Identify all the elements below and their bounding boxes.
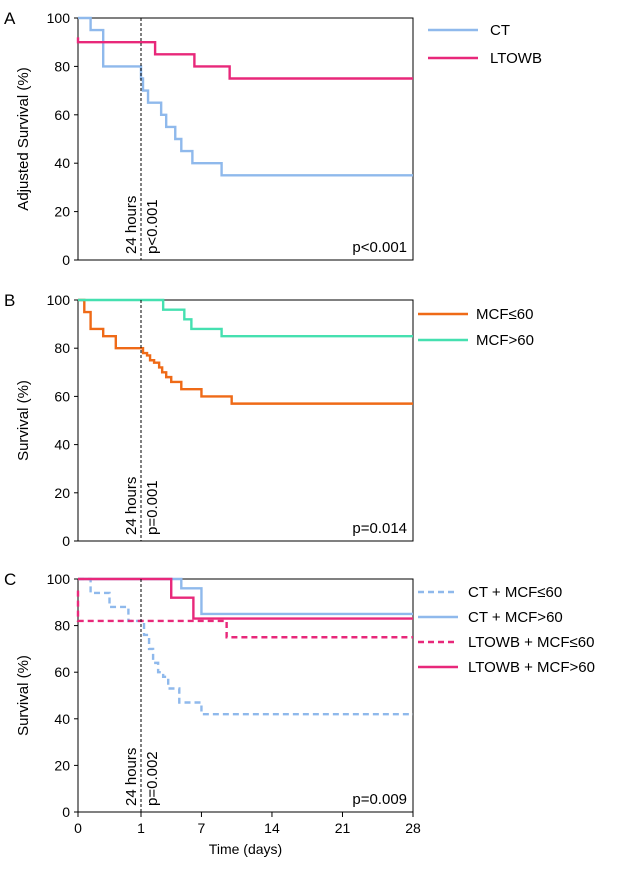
y-tick-label: 0 [62,252,70,268]
legend-entry: LTOWB [490,50,542,67]
y-tick-label: 20 [54,485,70,501]
y-axis-label: Adjusted Survival (%) [15,67,32,210]
overall-pvalue: p=0.014 [352,520,407,537]
y-tick-label: 80 [54,58,70,74]
series-line-0 [78,577,413,716]
legend-entry: LTOWB + MCF>60 [468,659,595,676]
y-tick-label: 80 [54,340,70,356]
x-tick-label: 28 [405,820,421,836]
overall-pvalue: p<0.001 [352,239,407,256]
y-axis-label: Survival (%) [15,380,32,461]
legend-entry: LTOWB + MCF≤60 [468,634,594,651]
plot-frame [77,17,414,261]
y-axis-label: Survival (%) [15,655,32,736]
reference-line-label: 24 hours [123,748,140,806]
panel-letter: B [4,291,15,310]
series-line-0 [78,16,413,177]
y-tick-label: 20 [54,757,70,773]
y-tick-label: 0 [62,804,70,820]
x-tick-label: 14 [264,820,280,836]
series-line-1 [76,37,413,80]
y-tick-label: 100 [47,10,71,26]
x-tick-label: 0 [74,820,82,836]
legend: CT LTOWB [428,22,542,67]
x-tick-label: 21 [335,820,351,836]
y-tick-label: 0 [62,533,70,549]
y-tick-label: 60 [54,664,70,680]
reference-line-label: 24 hours [123,477,140,535]
plot-frame [77,299,414,542]
y-tick-label: 40 [54,711,70,727]
x-tick-label: 1 [137,820,145,836]
legend-entry: MCF≤60 [476,306,533,323]
series-line-2 [76,590,413,639]
legend-entry: MCF>60 [476,332,534,349]
legend-entry: CT + MCF>60 [468,609,563,626]
series-line-3 [78,577,413,620]
series-line-0 [78,298,413,405]
y-tick-label: 20 [54,204,70,220]
y-tick-label: 40 [54,155,70,171]
x-axis-label: Time (days) [209,841,282,857]
y-tick-label: 100 [47,571,71,587]
y-tick-label: 80 [54,618,70,634]
plot-frame [77,578,414,813]
series-line-1 [78,298,413,338]
legend: MCF≤60 MCF>60 [418,306,534,349]
reference-pvalue: p=0.002 [144,751,161,806]
panel-b: B 0 20 40 60 80 100 Survival (%) 24 hours p=0.001… [4,291,534,549]
legend-entry: CT [490,22,510,39]
y-tick-label: 40 [54,437,70,453]
panel-letter: A [4,9,16,28]
overall-pvalue: p=0.009 [352,791,407,808]
reference-pvalue: p<0.001 [144,199,161,254]
reference-line-label: 24 hours [123,196,140,254]
y-tick-label: 100 [47,292,71,308]
panel-c: C 0 20 40 60 80 100 Survival (%) 0 1 7 14 21 28 Time (… [4,570,595,857]
y-tick-label: 60 [54,388,70,404]
x-tick-label: 7 [198,820,206,836]
y-tick-label: 60 [54,107,70,123]
panel-letter: C [4,570,16,589]
legend-entry: CT + MCF≤60 [468,584,562,601]
panel-a: A 0 20 40 60 80 100 Adjusted Survival (%) 24 hou… [4,9,542,268]
reference-pvalue: p=0.001 [144,480,161,535]
legend: CT + MCF≤60 CT + MCF>60 LTOWB + MCF≤60 LTOW… [418,584,595,676]
